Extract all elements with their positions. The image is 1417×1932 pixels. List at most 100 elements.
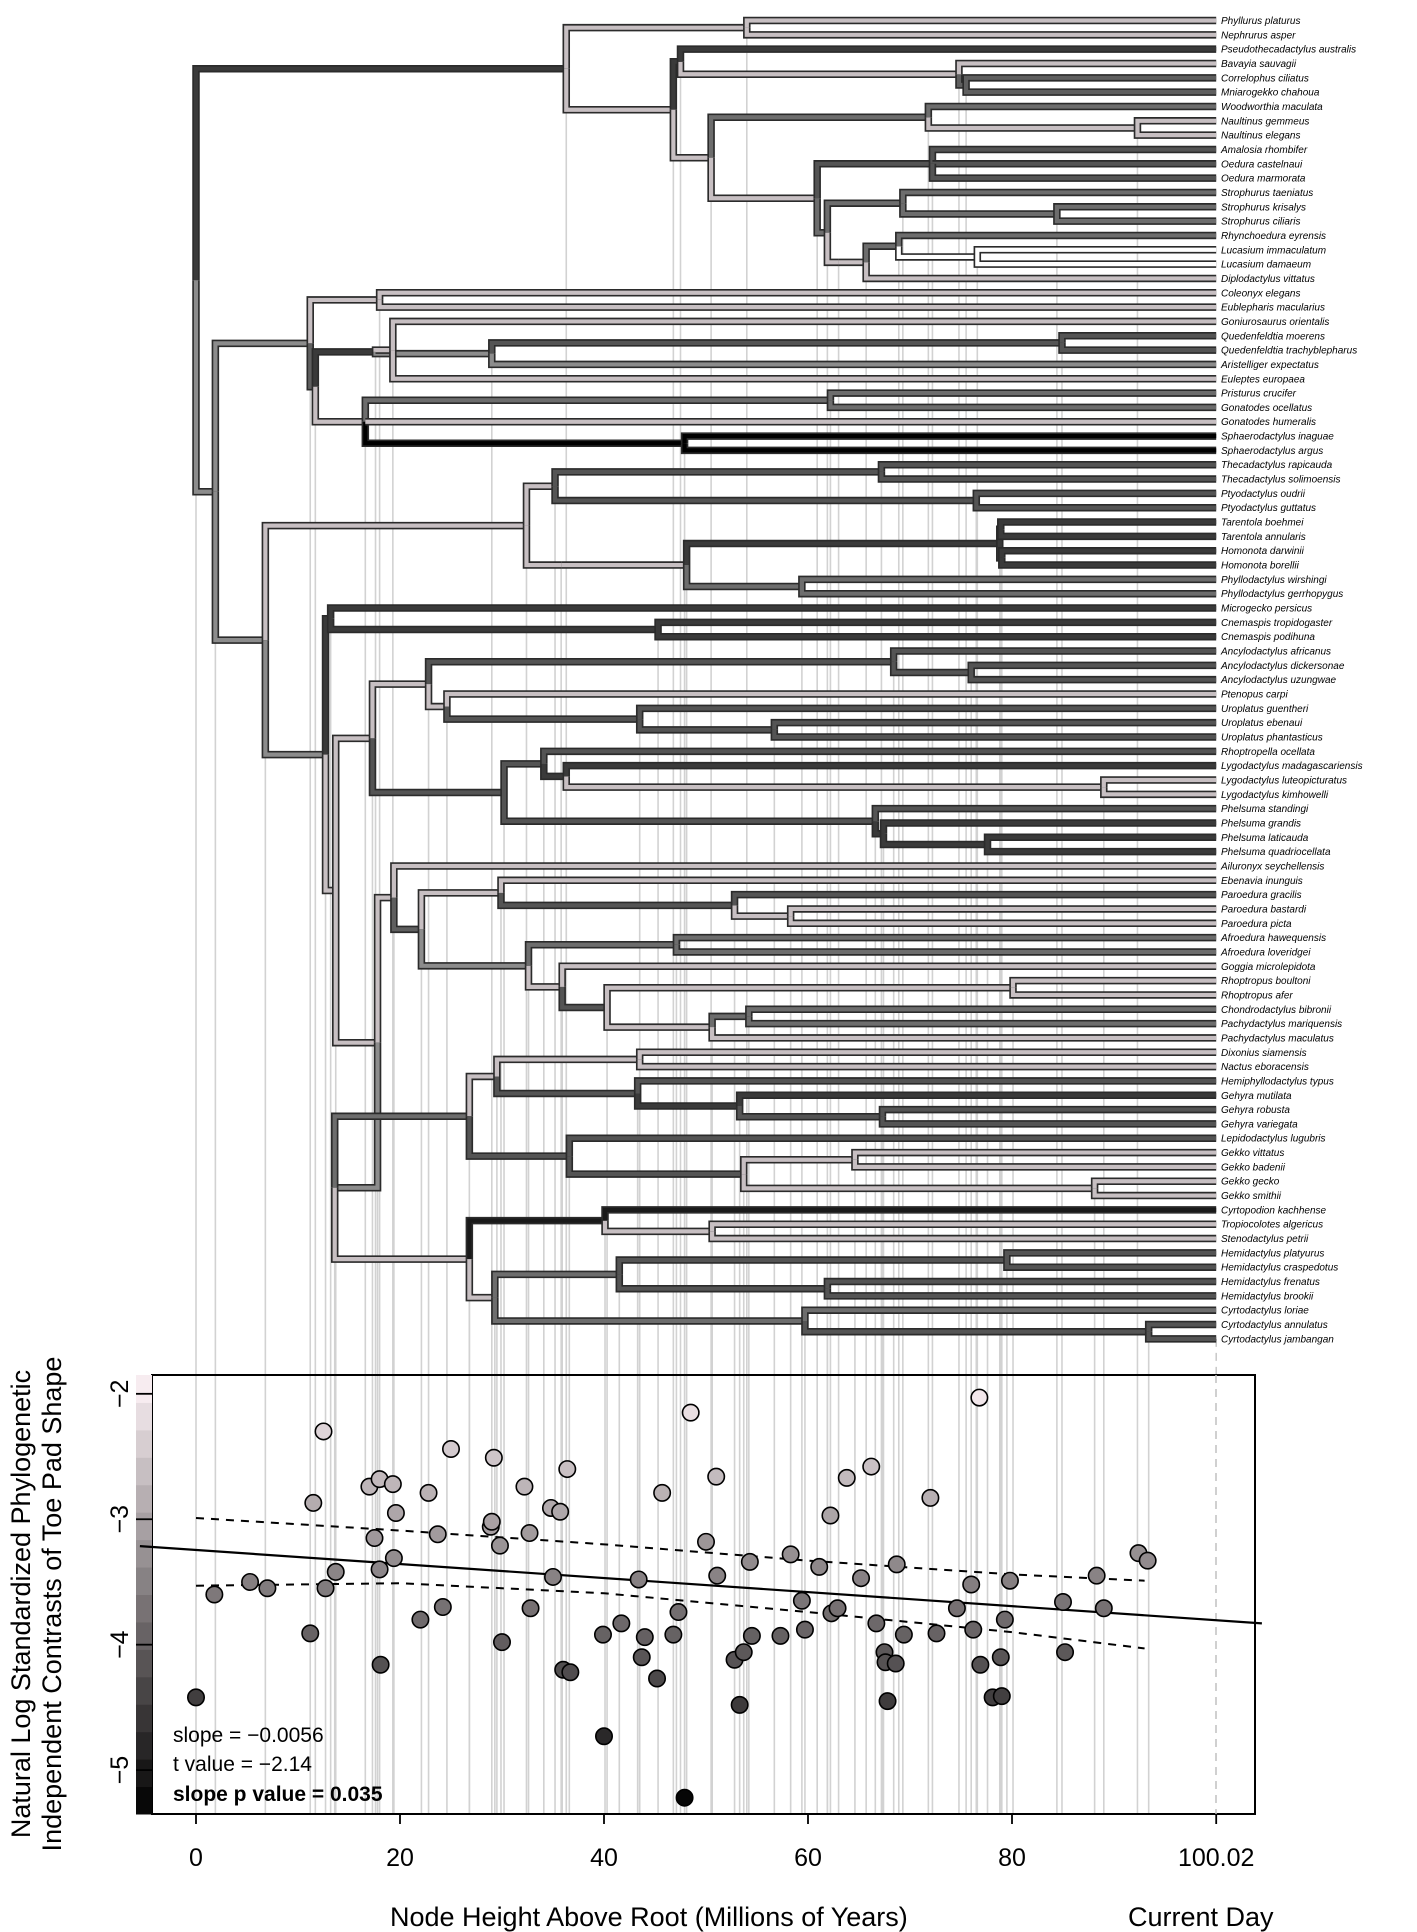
tip-label: Afroedura loveridgei	[1220, 947, 1311, 958]
tip-branch	[825, 1279, 1217, 1289]
confidence-upper	[195, 1516, 1145, 1582]
branch	[332, 1187, 470, 1262]
tip-branch	[975, 247, 1217, 257]
tip-branch	[999, 557, 1217, 568]
legend-swatch	[136, 1512, 152, 1541]
x-tick-label: 100.02	[1178, 1844, 1254, 1872]
branch	[489, 340, 1062, 354]
tip-branch	[881, 820, 1217, 834]
branch	[524, 525, 562, 568]
tip-label: Gehyra variegata	[1221, 1119, 1298, 1130]
tip-label: Homonota borellii	[1221, 561, 1300, 572]
tip-label: Paroedura picta	[1221, 919, 1292, 930]
tip-label: Phelsuma grandis	[1221, 818, 1301, 829]
branch	[900, 203, 1057, 217]
legend-swatch	[136, 1375, 152, 1403]
tip-label: Microgecko persicus	[1221, 604, 1312, 615]
y-axis-label-line1: Natural Log Standardized Phylogenetic	[6, 1370, 36, 1838]
tip-branch	[999, 548, 1217, 558]
tip-label: Ailuronyx seychellensis	[1220, 861, 1324, 872]
data-point	[995, 1610, 1014, 1629]
data-point	[734, 1643, 753, 1662]
legend-swatch	[136, 1457, 152, 1486]
tip-branch	[1146, 1322, 1217, 1332]
confidence-lower	[195, 1582, 1145, 1650]
data-point	[681, 1403, 700, 1422]
x-tick-label: 20	[386, 1844, 414, 1872]
data-point	[653, 1483, 672, 1502]
tip-branch	[802, 1308, 1217, 1321]
data-point	[558, 1460, 577, 1479]
tip-label: Strophurus taeniatus	[1221, 188, 1313, 199]
branch	[363, 398, 831, 422]
legend-swatch	[136, 1621, 152, 1650]
branch	[492, 1272, 620, 1298]
data-point	[187, 1688, 206, 1707]
y-tick-label: −4	[106, 1630, 134, 1659]
tip-branch	[498, 878, 1217, 893]
branch	[684, 541, 1000, 566]
tip-branch	[1010, 978, 1217, 988]
tip-label: Gekko smithii	[1221, 1191, 1282, 1202]
legend-swatch	[136, 1676, 152, 1705]
legend-swatch	[136, 1402, 152, 1431]
data-point	[365, 1529, 384, 1548]
branch	[825, 232, 839, 265]
color-scale-legend	[136, 1375, 152, 1815]
tip-label: Hemiphyllodactylus typus	[1221, 1076, 1334, 1087]
data-point	[947, 1599, 966, 1618]
data-point	[867, 1614, 886, 1633]
tip-branch	[900, 190, 1217, 204]
data-point	[828, 1599, 847, 1618]
legend-swatch	[136, 1484, 152, 1513]
data-point	[594, 1727, 613, 1746]
branch	[604, 1007, 713, 1030]
legend-swatch	[136, 1594, 152, 1623]
tip-label: Aristelliger expectatus	[1220, 360, 1319, 371]
branch	[741, 1157, 855, 1175]
branch	[560, 986, 608, 1010]
tip-branch	[1092, 1188, 1217, 1198]
tip-label: Woodworthia maculata	[1221, 102, 1323, 113]
tip-label: Tropiocolotes algericus	[1221, 1220, 1323, 1231]
data-point	[612, 1614, 631, 1633]
p-value-stat: slope p value = 0.035	[173, 1783, 383, 1806]
tip-label: Phelsuma quadriocellata	[1221, 847, 1331, 858]
tip-branch	[974, 500, 1217, 510]
tip-label: Lygodactylus luteopicturatus	[1221, 775, 1347, 786]
tip-branch	[772, 720, 1217, 730]
data-point	[370, 1560, 389, 1579]
branch	[567, 1156, 744, 1177]
data-point	[629, 1570, 648, 1589]
branch	[498, 892, 735, 908]
data-point	[707, 1467, 726, 1486]
legend-swatch	[136, 1786, 152, 1815]
tip-branch	[1010, 987, 1217, 998]
tip-branch	[377, 290, 1217, 300]
data-point	[664, 1625, 683, 1644]
tip-branch	[891, 648, 1217, 662]
tip-label: Uroplatus ebenaui	[1221, 718, 1303, 729]
data-point	[837, 1468, 856, 1487]
tip-branch	[746, 1016, 1217, 1026]
tip-branch	[328, 605, 1217, 619]
branch	[552, 486, 977, 503]
tip-label: Phelsuma standingi	[1221, 804, 1309, 815]
tip-branch	[390, 319, 1217, 351]
legend-swatch	[136, 1731, 152, 1760]
tip-branch	[956, 61, 1217, 75]
branch	[678, 61, 959, 77]
branch	[419, 890, 501, 930]
tip-branch	[880, 1116, 1217, 1127]
data-point	[795, 1620, 814, 1639]
data-point	[696, 1532, 715, 1551]
data-point	[852, 1569, 871, 1588]
tip-label: Cyrtodactylus jambangan	[1221, 1334, 1334, 1345]
branch	[193, 66, 567, 281]
tip-label: Oedura castelnaui	[1221, 159, 1303, 170]
tip-label: Hemidactylus platyurus	[1221, 1248, 1324, 1259]
tip-branch	[799, 586, 1217, 596]
branch	[370, 738, 505, 795]
tip-branch	[852, 1159, 1217, 1169]
